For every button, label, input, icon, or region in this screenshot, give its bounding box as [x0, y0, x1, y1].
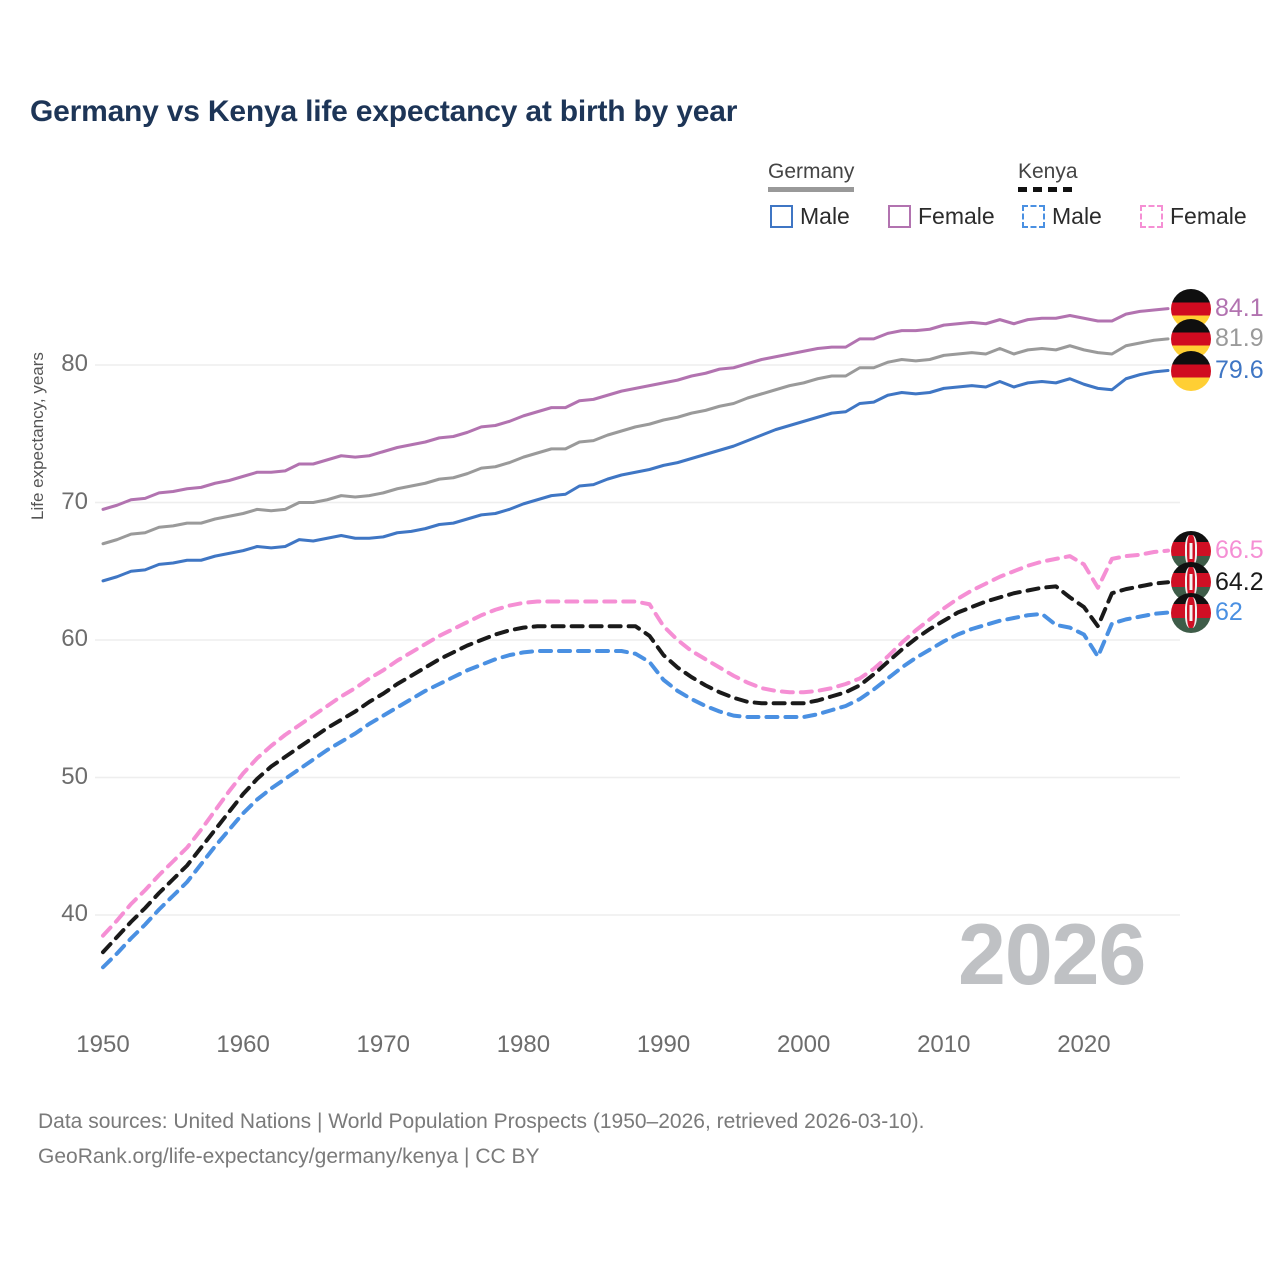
legend-swatch-icon: [770, 205, 793, 228]
legend-item-label: Female: [1170, 203, 1247, 229]
x-axis-tick-label: 1990: [636, 1031, 691, 1058]
year-watermark: 2026: [958, 907, 1146, 1003]
legend-item-kenya-female[interactable]: Female: [1140, 203, 1247, 230]
series-line: [101, 369, 1170, 583]
y-axis-tick-label: 50: [61, 762, 88, 790]
germany-flag-icon: [1171, 350, 1211, 391]
legend-item-germany-female[interactable]: Female: [888, 203, 995, 230]
legend-items: Male Female Male Female: [760, 203, 1260, 239]
gridlines: [95, 364, 1180, 916]
legend-group-germany-label: Germany: [768, 160, 855, 183]
series-lines: [101, 307, 1170, 970]
legend-group-germany[interactable]: Germany: [768, 160, 855, 192]
footer-line-1: Data sources: United Nations | World Pop…: [38, 1110, 925, 1133]
x-axis-tick-label: 2010: [917, 1031, 971, 1058]
legend-item-label: Male: [800, 203, 850, 229]
series-end-value: 64.2: [1215, 567, 1264, 596]
legend-item-label: Male: [1052, 203, 1102, 229]
series-end-label: 66.5: [1171, 530, 1264, 571]
legend-swatch-icon: [1022, 205, 1045, 228]
x-axis-tick-label: 1950: [76, 1031, 130, 1058]
series-line: [101, 610, 1170, 970]
series-end-value: 81.9: [1215, 324, 1264, 353]
series-line: [101, 337, 1170, 546]
x-axis-tick-label: 1960: [216, 1031, 270, 1058]
legend-group-kenya-label: Kenya: [1018, 160, 1078, 183]
legend-item-germany-male[interactable]: Male: [770, 203, 850, 230]
y-axis-tick-label: 60: [61, 625, 88, 652]
legend-group-kenya[interactable]: Kenya: [1018, 160, 1078, 192]
series-end-label: 62: [1171, 592, 1243, 633]
series-end-value: 66.5: [1215, 536, 1264, 565]
series-end-value: 62: [1215, 598, 1243, 626]
x-axis-tick-label: 2020: [1057, 1031, 1111, 1058]
footer-credits: Data sources: United Nations | World Pop…: [38, 1105, 924, 1174]
legend-swatch-icon: [1140, 205, 1163, 228]
x-axis-tick-label: 1970: [356, 1031, 410, 1058]
y-axis-tick-label: 40: [61, 900, 88, 927]
footer-line-2: GeoRank.org/life-expectancy/germany/keny…: [38, 1144, 540, 1168]
series-end-label: 64.2: [1171, 562, 1264, 603]
dashed-line-swatch: [1018, 187, 1078, 192]
kenya-flag-icon: [1171, 592, 1211, 633]
legend-item-label: Female: [918, 203, 995, 229]
x-axis-tick-label: 2000: [776, 1031, 831, 1058]
x-axis-tick-label: 1980: [496, 1031, 551, 1058]
solid-line-swatch: [768, 187, 855, 192]
series-end-label: 79.6: [1171, 350, 1264, 391]
series-end-value: 84.1: [1215, 294, 1264, 323]
series-line: [101, 307, 1170, 511]
series-line: [101, 548, 1170, 938]
legend-item-kenya-male[interactable]: Male: [1022, 203, 1102, 230]
y-axis-tick-label: 70: [61, 487, 88, 515]
series-line: [101, 580, 1170, 955]
chart-legend: Germany Kenya Male Female Male: [760, 160, 1260, 239]
page-title: Germany vs Kenya life expectancy at birt…: [30, 95, 738, 128]
y-axis-tick-label: 80: [61, 350, 88, 377]
legend-group-headers: Germany Kenya: [760, 160, 1260, 192]
series-end-value: 79.6: [1215, 356, 1264, 384]
legend-swatch-icon: [888, 205, 911, 228]
